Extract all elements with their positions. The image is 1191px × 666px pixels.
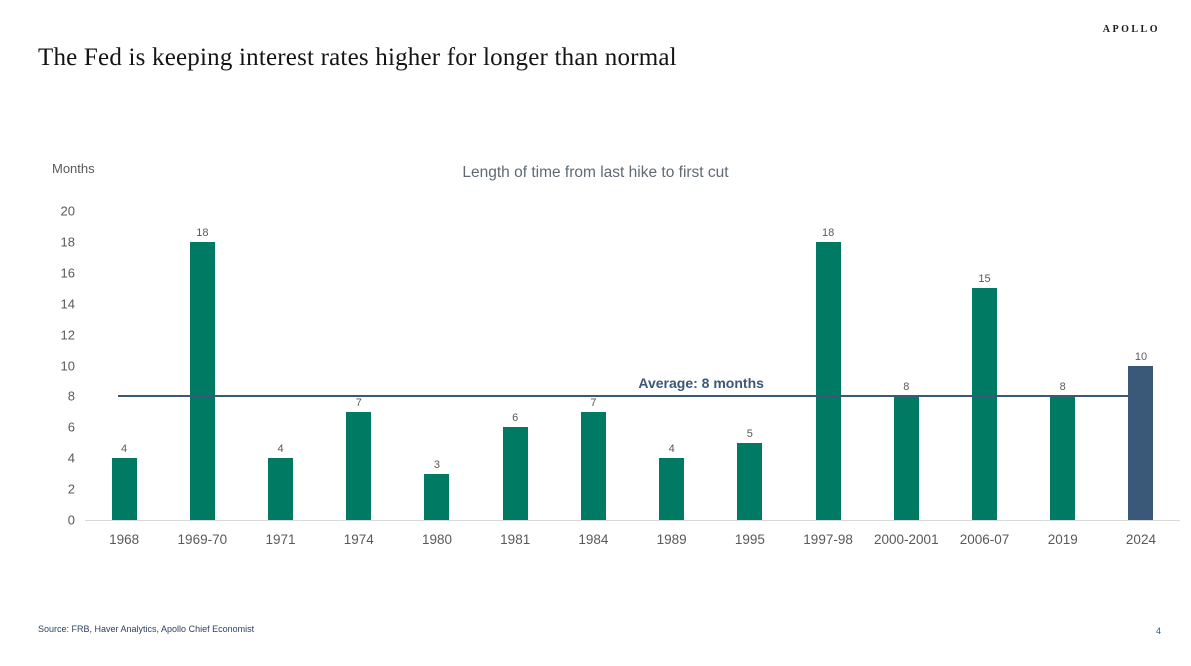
bar (580, 411, 606, 520)
y-tick-label: 2 (67, 481, 75, 497)
bar (893, 396, 919, 520)
x-axis-label: 2024 (1125, 532, 1156, 547)
y-tick-label: 10 (60, 358, 75, 373)
bar (111, 458, 137, 520)
bar (346, 411, 372, 520)
average-line (117, 394, 1153, 398)
chart-title: Length of time from last hike to first c… (462, 164, 729, 181)
average-line-label: Average: 8 months (638, 375, 764, 392)
bar-value-label: 5 (746, 427, 753, 440)
bar (659, 458, 685, 520)
x-axis-label: 1971 (265, 532, 296, 547)
x-axis-label: 1968 (109, 532, 140, 547)
x-axis-label: 2006-07 (959, 532, 1010, 547)
bar-value-label: 8 (1059, 381, 1066, 394)
page-number: 4 (1155, 626, 1161, 636)
bar-value-label: 6 (512, 412, 519, 425)
x-axis-label: 1997-98 (803, 532, 853, 547)
x-axis-label: 1974 (343, 532, 374, 547)
y-axis-unit-label: Months (52, 161, 95, 176)
x-axis-label: 1984 (578, 532, 609, 547)
bar-column: 7 (554, 211, 632, 520)
bar (815, 241, 841, 520)
y-axis: 0 2 4 6 8 10 12 14 16 18 20 (30, 204, 75, 528)
bar-value-label: 4 (668, 443, 675, 456)
source-note: Source: FRB, Haver Analytics, Apollo Chi… (38, 624, 255, 634)
y-tick-label: 20 (60, 203, 75, 219)
y-tick-label: 0 (67, 512, 75, 528)
bar (502, 427, 528, 520)
x-axis-label: 1989 (656, 532, 687, 547)
y-tick-label: 6 (67, 419, 75, 435)
bar-value-label: 7 (355, 396, 362, 409)
bar-column: 10 (1102, 211, 1180, 520)
x-axis-label: 1980 (421, 532, 452, 547)
x-axis-label: 2019 (1047, 532, 1078, 547)
bar-column: 6 (476, 211, 554, 520)
bar-column: 18 (789, 211, 867, 520)
bar (268, 458, 294, 520)
bar-value-label: 18 (196, 226, 209, 239)
bar-column: 3 (398, 211, 476, 520)
bar-value-label: 15 (978, 273, 991, 286)
bar (189, 241, 215, 520)
bar-column: 8 (1024, 211, 1102, 520)
apollo-logo: APOLLO (1102, 24, 1160, 35)
y-tick-label: 8 (67, 388, 75, 404)
y-tick-label: 18 (60, 234, 75, 250)
x-axis-label: 1969-70 (177, 532, 228, 547)
bar-value-label: 8 (903, 381, 910, 394)
x-axis-label: 2000-2001 (874, 532, 939, 547)
bar (972, 288, 998, 520)
bar-column: 4 (633, 211, 711, 520)
y-tick-label: 14 (60, 296, 75, 312)
bar-value-label: 3 (433, 458, 441, 471)
bar (1128, 365, 1154, 520)
slide-title: The Fed is keeping interest rates higher… (38, 44, 677, 71)
y-tick-label: 4 (67, 450, 75, 466)
y-tick-label: 12 (60, 327, 75, 343)
bar-value-label: 18 (821, 226, 835, 239)
bar-value-label: 4 (121, 443, 128, 456)
bar-column: 4 (241, 211, 319, 520)
bar-column: 15 (945, 211, 1023, 520)
bar-column: 4 (85, 211, 163, 520)
bar (424, 473, 450, 520)
bar (1050, 396, 1076, 520)
y-tick-label: 16 (60, 265, 75, 281)
bar-value-label: 7 (590, 396, 597, 409)
bar-column: 7 (320, 211, 398, 520)
bar-column: 5 (711, 211, 789, 520)
bar-column: 8 (867, 211, 945, 520)
x-axis-labels: 1968 1969-70 1971 1974 1980 1981 1984 1989 1995 1… (85, 532, 1180, 547)
plot-area: 4 18 4 7 3 6 7 4 5 18 8 15 8 10 Average: 8 months (85, 211, 1180, 521)
bar-column: 18 (163, 211, 241, 520)
bar (737, 442, 763, 520)
bar-value-label: 4 (277, 443, 284, 456)
x-axis-label: 1995 (734, 532, 765, 547)
bars-row: 4 18 4 7 3 6 7 4 5 18 8 15 8 10 (85, 211, 1180, 520)
bar-value-label: 10 (1134, 350, 1148, 363)
x-axis-label: 1981 (500, 532, 531, 547)
